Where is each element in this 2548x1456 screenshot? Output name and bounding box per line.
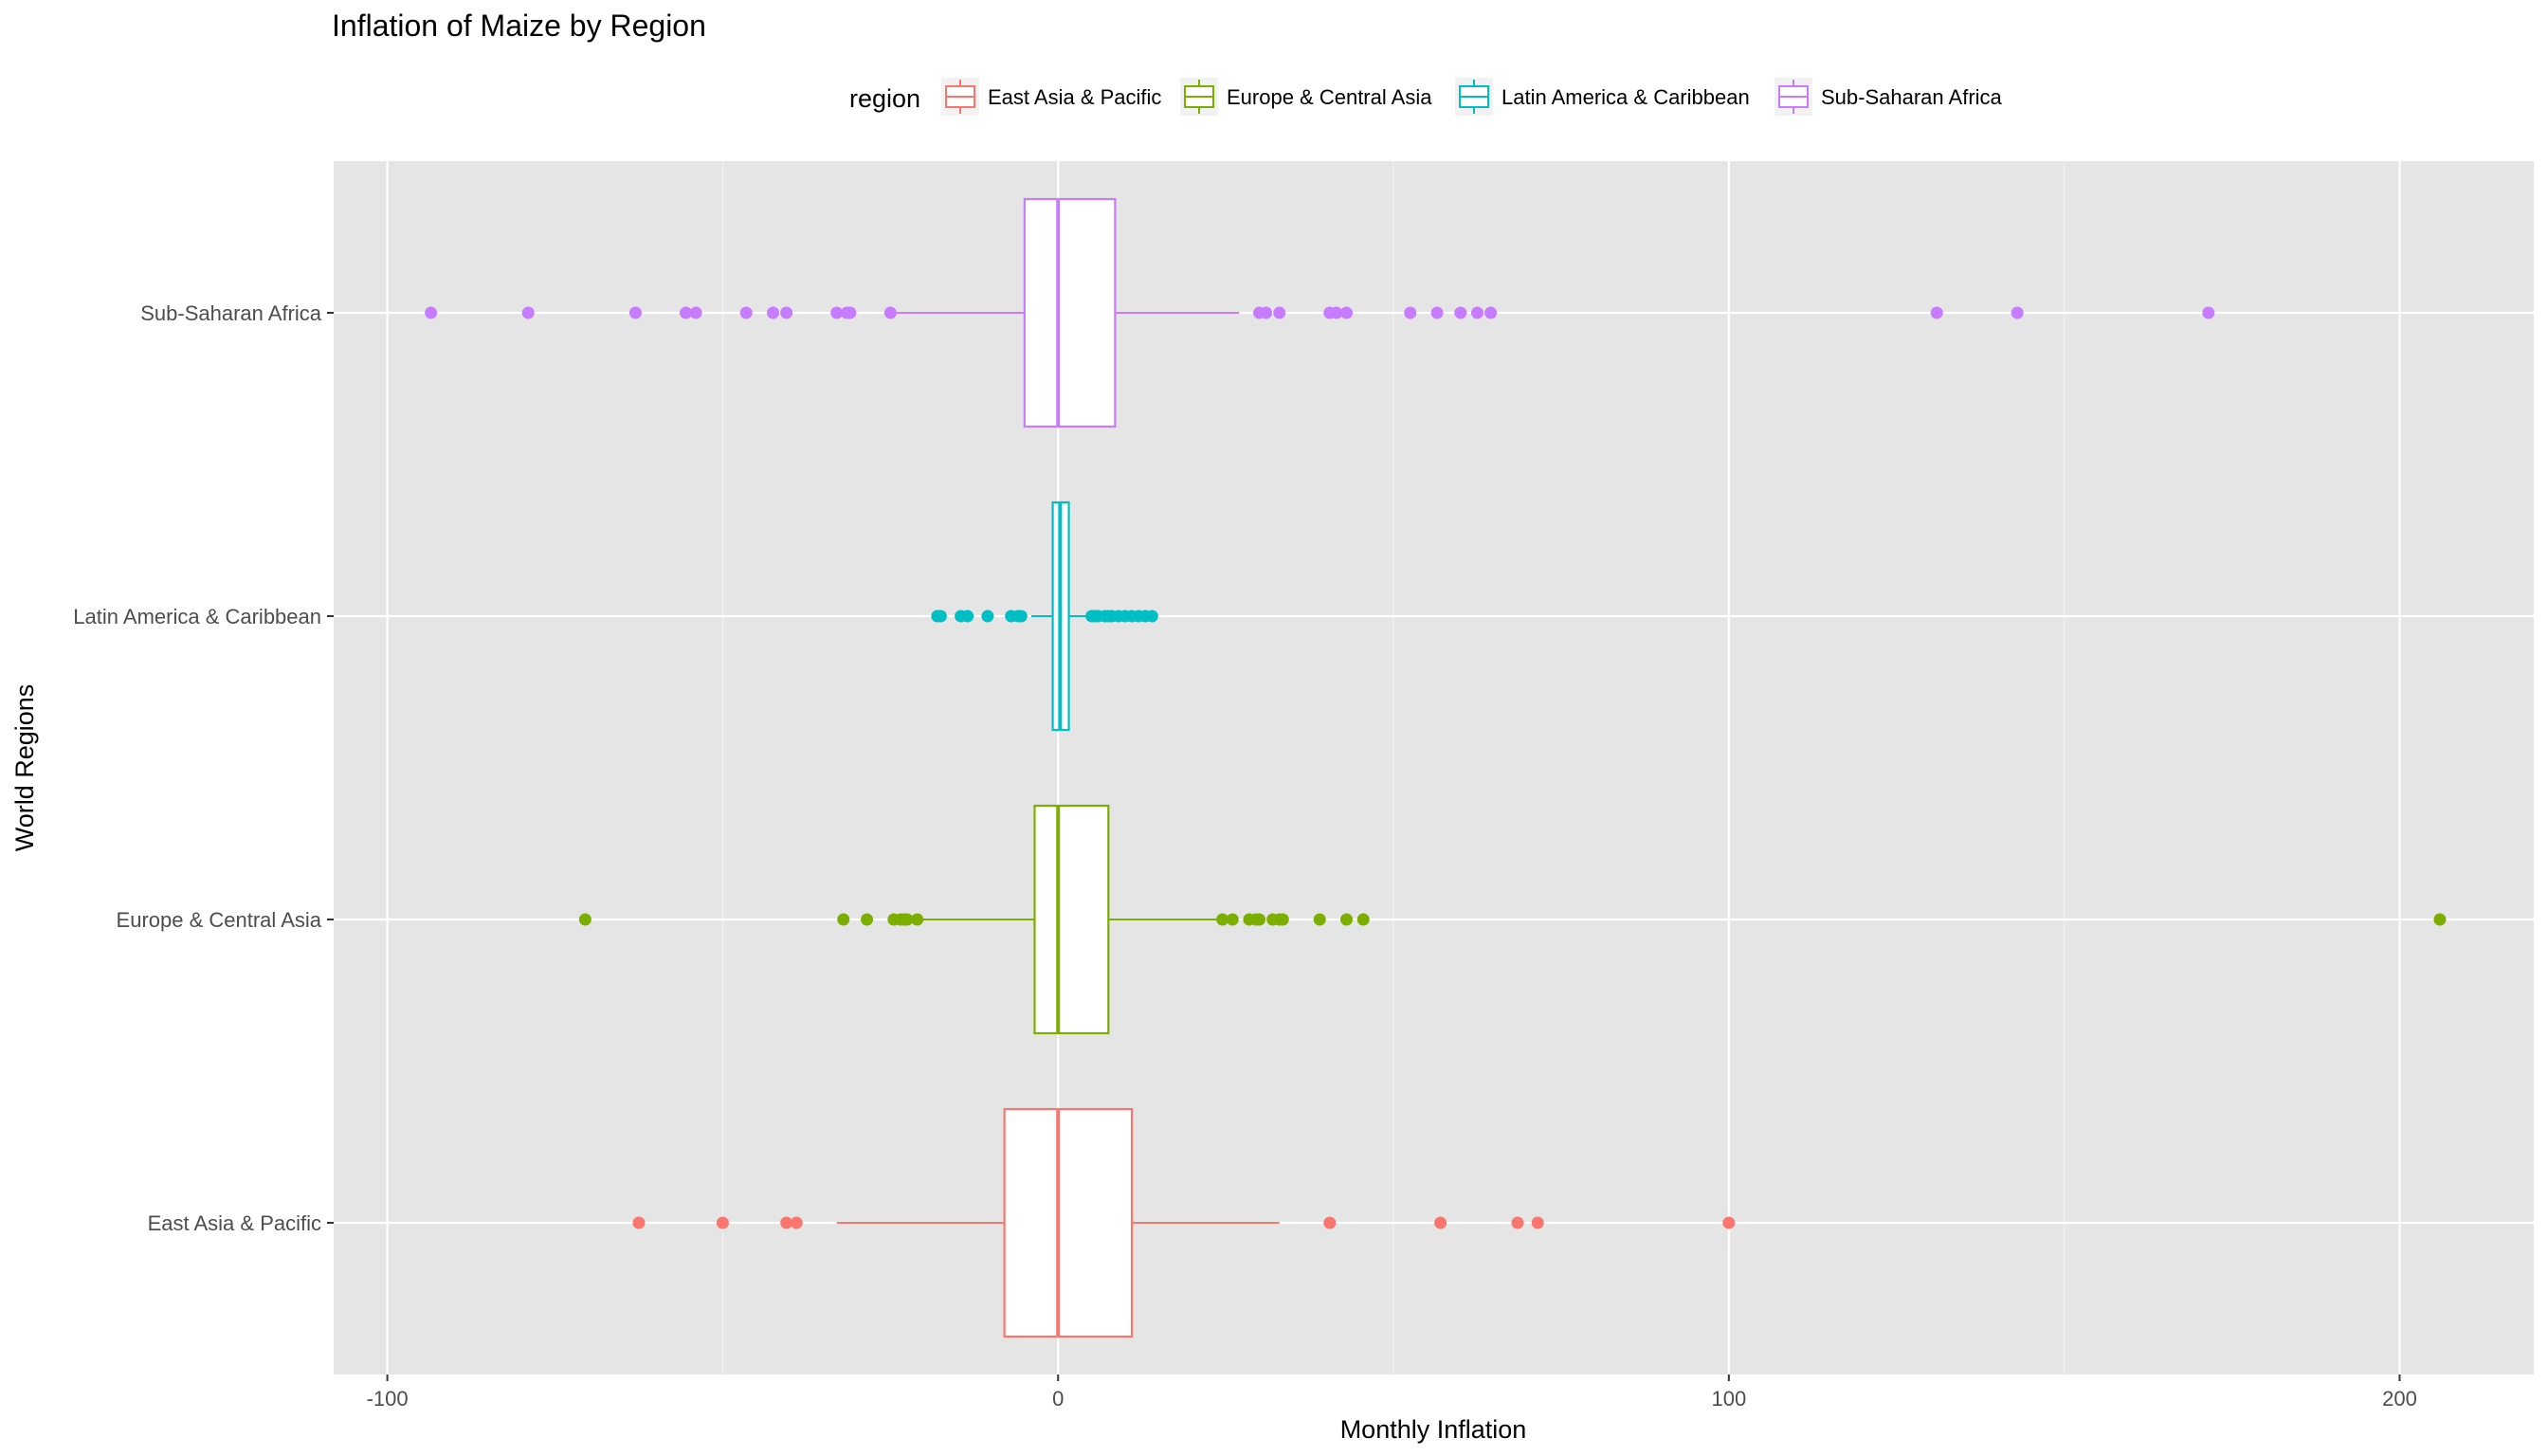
plot-panel [334,161,2534,1374]
outlier-point [1722,1216,1736,1229]
legend-key [1455,78,1493,116]
outlier-point [1356,913,1370,926]
outlier-point [1014,610,1028,623]
legend-label: Latin America & Caribbean [1502,85,1750,109]
y-tick-label: Sub-Saharan Africa [140,301,322,325]
outlier-point [2202,306,2215,319]
outlier-point [934,610,947,623]
outlier-point [1404,306,1417,319]
legend-key [941,78,979,116]
legend-label: East Asia & Pacific [988,85,1161,109]
outlier-point [790,1216,803,1229]
outlier-point [1930,306,1943,319]
boxplot [931,500,1158,732]
outlier-point [861,913,874,926]
legend: region East Asia & Pacific Europe & Centr… [849,78,2003,116]
outlier-point [521,306,535,319]
outlier-point [2433,913,2447,926]
outlier-point [680,306,693,319]
box [1003,1107,1134,1338]
boxplot [632,1107,1736,1338]
legend-title: region [849,84,920,113]
boxplot [425,197,2215,428]
boxplots [425,197,2447,1338]
y-axis: East Asia & Pacific Europe & Central Asia… [73,301,334,1235]
outlier-point [689,306,702,319]
outlier-point [1313,913,1326,926]
outlier-point [1340,306,1354,319]
outlier-point [1216,913,1229,926]
outlier-point [830,306,844,319]
boxplot [578,804,2447,1035]
x-tick-label: 0 [1052,1387,1064,1410]
outlier-point [716,1216,729,1229]
outlier-point [1470,306,1483,319]
outlier-point [1531,1216,1544,1229]
outlier-point [981,610,994,623]
outlier-point [1511,1216,1524,1229]
outlier-point [1434,1216,1447,1229]
outlier-point [1330,306,1343,319]
outlier-point [1273,306,1286,319]
x-tick-label: 100 [1711,1387,1746,1410]
legend-key [1774,78,1812,116]
outlier-point [425,306,438,319]
x-axis-title: Monthly Inflation [1340,1415,1527,1444]
outlier-point [578,913,592,926]
outlier-point [1454,306,1467,319]
legend-key [1180,78,1218,116]
outlier-point [1276,913,1289,926]
outlier-point [844,306,857,319]
x-tick-label: -100 [367,1387,409,1410]
outlier-point [1253,913,1266,926]
y-axis-title: World Regions [10,684,39,852]
x-axis: -100 0 100 200 [367,1374,2417,1410]
legend-label: Sub-Saharan Africa [1821,85,2003,109]
outlier-point [911,913,924,926]
legend-label: Europe & Central Asia [1227,85,1432,109]
outlier-point [1430,306,1444,319]
outlier-point [780,1216,793,1229]
grid-minor [721,161,2066,1374]
y-tick-label: East Asia & Pacific [148,1211,321,1235]
outlier-point [628,306,642,319]
outlier-point [1145,610,1158,623]
outlier-point [961,610,974,623]
chart-title: Inflation of Maize by Region [332,9,706,43]
outlier-point [883,306,897,319]
outlier-point [739,306,753,319]
y-tick-label: Latin America & Caribbean [73,605,321,628]
outlier-point [632,1216,646,1229]
outlier-point [1340,913,1354,926]
outlier-point [780,306,793,319]
outlier-point [1226,913,1239,926]
box [1023,197,1117,428]
y-tick-label: Europe & Central Asia [117,908,322,932]
outlier-point [1323,1216,1337,1229]
outlier-point [1484,306,1498,319]
outlier-point [837,913,850,926]
outlier-point [1260,306,1273,319]
box [1033,804,1110,1035]
outlier-point [2011,306,2024,319]
outlier-point [901,913,914,926]
outlier-point [766,306,779,319]
x-tick-label: 200 [2382,1387,2417,1410]
